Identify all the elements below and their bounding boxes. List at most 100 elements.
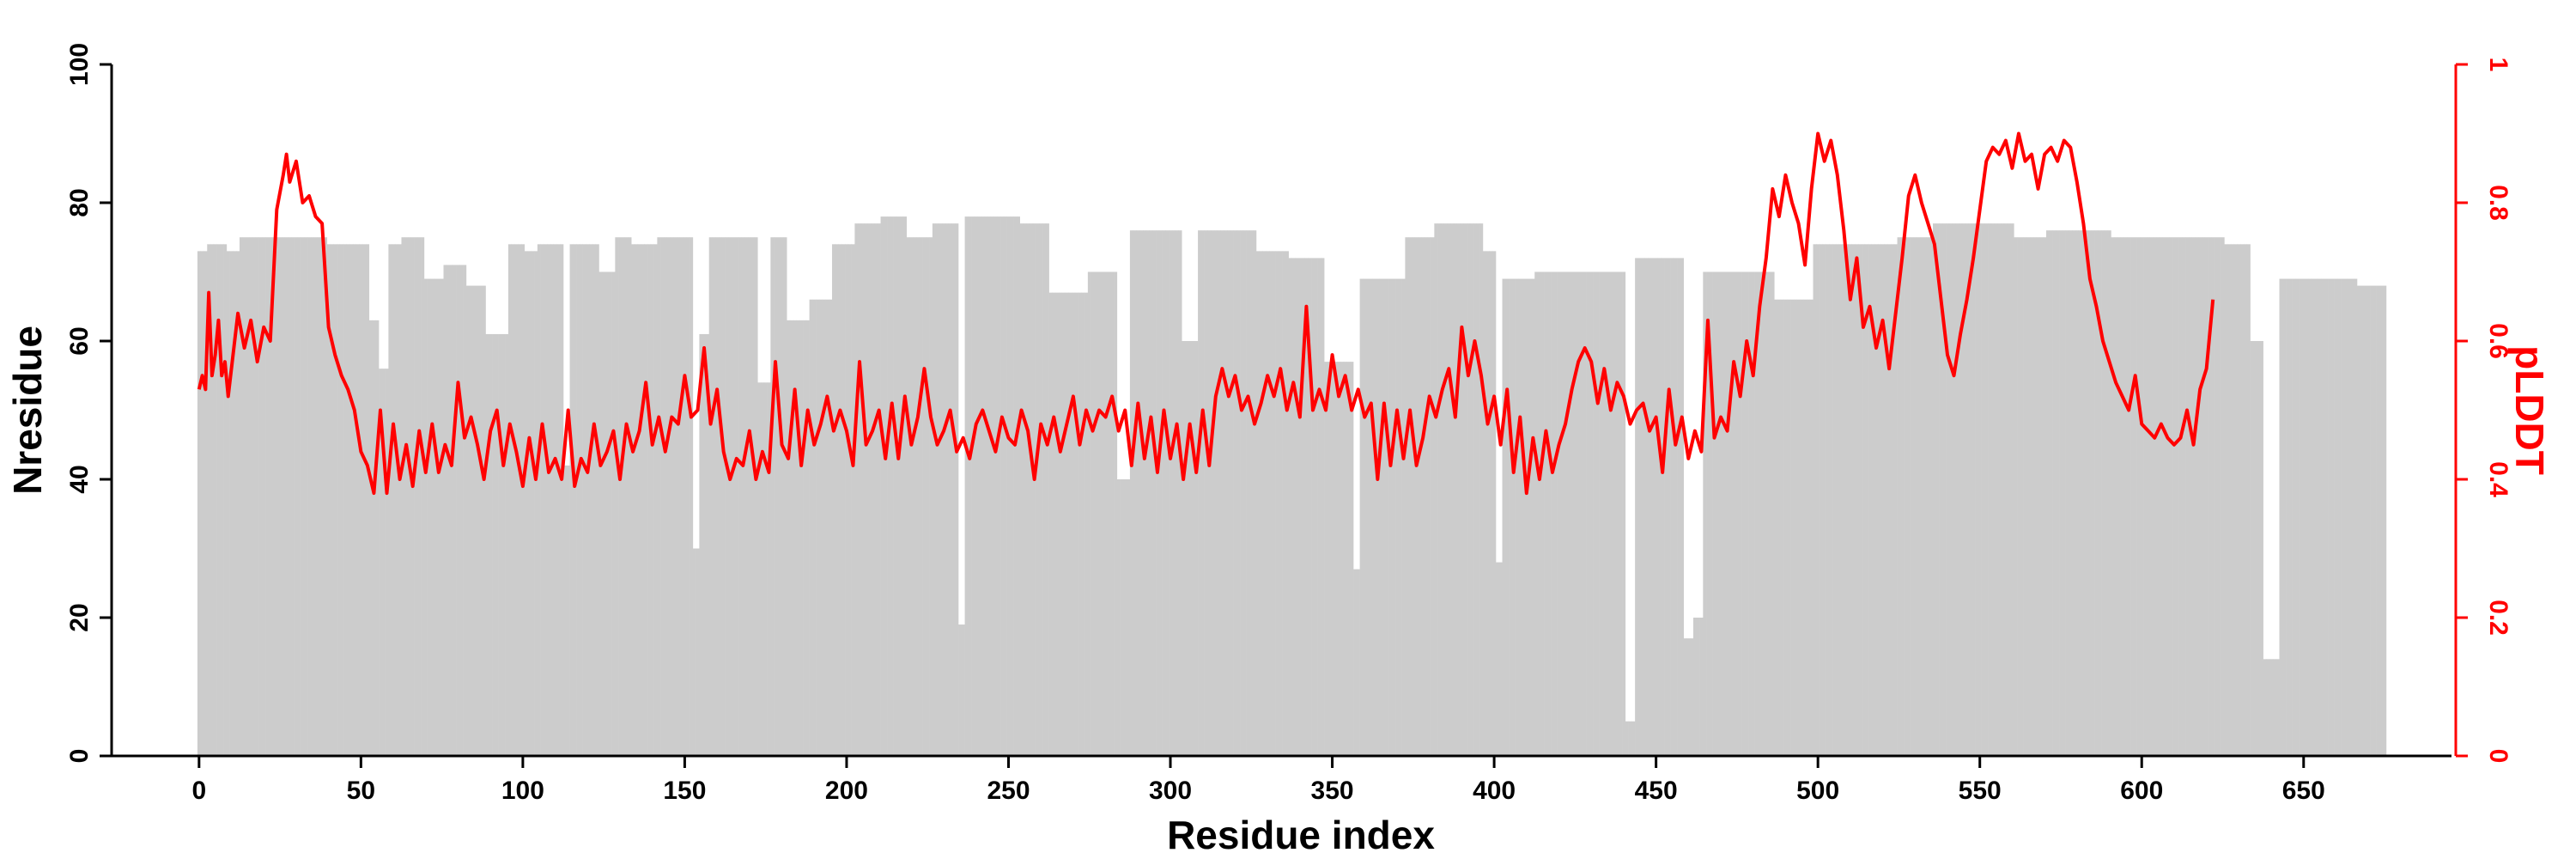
nresidue-bar bbox=[1544, 271, 1548, 756]
nresidue-bar bbox=[1635, 258, 1639, 756]
nresidue-bar bbox=[922, 237, 927, 756]
nresidue-bar bbox=[1376, 278, 1380, 756]
nresidue-bar bbox=[1392, 278, 1396, 756]
nresidue-bar bbox=[770, 237, 775, 756]
nresidue-bar bbox=[2275, 659, 2280, 756]
nresidue-bar bbox=[1975, 223, 1979, 756]
nresidue-bar bbox=[1169, 230, 1173, 756]
nresidue-bar bbox=[1308, 258, 1312, 756]
nresidue-bar bbox=[1282, 251, 1286, 757]
nresidue-bar bbox=[2111, 237, 2115, 756]
nresidue-bar bbox=[2136, 237, 2141, 756]
nresidue-bar bbox=[776, 237, 781, 756]
nresidue-bar bbox=[2149, 237, 2154, 756]
nresidue-bar bbox=[993, 216, 998, 757]
nresidue-bar bbox=[337, 244, 341, 756]
nresidue-bar bbox=[926, 237, 930, 756]
nresidue-bar bbox=[2098, 230, 2102, 756]
nresidue-bar bbox=[650, 244, 654, 756]
nresidue-bar bbox=[1599, 271, 1603, 756]
nresidue-bar bbox=[812, 299, 817, 756]
nresidue-bar bbox=[233, 251, 237, 757]
nresidue-bar bbox=[2318, 278, 2322, 756]
nresidue-bar bbox=[521, 244, 526, 756]
nresidue-bar bbox=[676, 237, 681, 756]
nresidue-bar bbox=[498, 333, 502, 756]
nresidue-bar bbox=[1906, 237, 1911, 756]
nresidue-bar bbox=[2114, 237, 2118, 756]
x-tick-label: 50 bbox=[347, 777, 375, 805]
nresidue-bar bbox=[1074, 292, 1078, 756]
nresidue-bar bbox=[1809, 299, 1814, 756]
axes: 0 50 100 150 200 250 300 350 400 450 500 550 600 6500… bbox=[65, 43, 2512, 805]
nresidue-bar bbox=[822, 299, 826, 756]
nresidue-bar bbox=[1136, 230, 1140, 756]
nresidue-bar bbox=[2328, 278, 2332, 756]
nresidue-bar bbox=[948, 223, 952, 756]
nresidue-bar bbox=[958, 624, 963, 756]
nresidue-bar bbox=[845, 244, 849, 756]
nresidue-bar bbox=[1246, 230, 1250, 756]
nresidue-bar bbox=[2337, 278, 2342, 756]
nresidue-bar bbox=[1893, 244, 1898, 756]
nresidue-bar bbox=[1240, 230, 1244, 756]
nresidue-bar bbox=[860, 223, 865, 756]
nresidue-bar bbox=[2244, 244, 2248, 756]
nresidue-bar bbox=[1832, 244, 1837, 756]
nresidue-bar bbox=[2227, 244, 2232, 756]
nresidue-bar bbox=[1965, 223, 1969, 756]
nresidue-bar bbox=[2001, 223, 2005, 756]
nresidue-bar bbox=[511, 244, 515, 756]
nresidue-bar bbox=[2003, 223, 2008, 756]
plddt-line-layer bbox=[197, 131, 2215, 496]
nresidue-bar bbox=[1220, 230, 1224, 756]
nresidue-bar bbox=[1114, 271, 1118, 756]
nresidue-bar bbox=[1304, 258, 1309, 756]
nresidue-bar bbox=[1301, 258, 1305, 756]
nresidue-bar bbox=[1942, 223, 1947, 756]
x-tick-label: 300 bbox=[1149, 777, 1192, 805]
nresidue-bar bbox=[1838, 244, 1843, 756]
nresidue-bar bbox=[2094, 230, 2099, 756]
left-y-tick-label: 80 bbox=[65, 188, 94, 216]
nresidue-bar bbox=[2204, 237, 2208, 756]
nresidue-bar bbox=[1016, 216, 1020, 757]
nresidue-bar bbox=[2292, 278, 2296, 756]
nresidue-bar bbox=[295, 237, 299, 756]
nresidue-bar bbox=[997, 216, 1001, 757]
nresidue-bar bbox=[220, 244, 224, 756]
nresidue-bar bbox=[754, 237, 758, 756]
nresidue-bar bbox=[1191, 341, 1195, 756]
nresidue-bar bbox=[1463, 223, 1467, 756]
nresidue-bar bbox=[634, 244, 639, 756]
nresidue-bar bbox=[1023, 223, 1027, 756]
nresidue-bar bbox=[2120, 237, 2124, 756]
nresidue-bar bbox=[780, 237, 784, 756]
nresidue-bar bbox=[1431, 237, 1435, 756]
nresidue-bar bbox=[434, 278, 438, 756]
nresidue-bar bbox=[1761, 271, 1765, 756]
nresidue-bar bbox=[1891, 244, 1895, 756]
nresidue-bar bbox=[2366, 285, 2371, 757]
nresidue-bar bbox=[2178, 237, 2183, 756]
nresidue-bar bbox=[1152, 230, 1157, 756]
x-tick-label: 650 bbox=[2282, 777, 2325, 805]
nresidue-bar bbox=[291, 237, 295, 756]
nresidue-bar bbox=[1988, 223, 1992, 756]
nresidue-bar bbox=[453, 265, 457, 756]
nresidue-bar bbox=[890, 216, 894, 757]
nresidue-bar bbox=[893, 216, 897, 757]
nresidue-bar bbox=[2343, 278, 2348, 756]
nresidue-bar bbox=[744, 237, 749, 756]
nresidue-bar bbox=[2305, 278, 2309, 756]
nresidue-bar bbox=[249, 237, 253, 756]
x-tick-label: 600 bbox=[2120, 777, 2163, 805]
nresidue-bar bbox=[1935, 223, 1940, 756]
nresidue-bar bbox=[796, 320, 800, 756]
nresidue-bar bbox=[1142, 230, 1147, 756]
nresidue-bar bbox=[1291, 258, 1296, 756]
nresidue-bar bbox=[1683, 638, 1687, 756]
nresidue-bar bbox=[368, 320, 373, 756]
nresidue-bar bbox=[919, 237, 923, 756]
nresidue-bar bbox=[942, 223, 946, 756]
